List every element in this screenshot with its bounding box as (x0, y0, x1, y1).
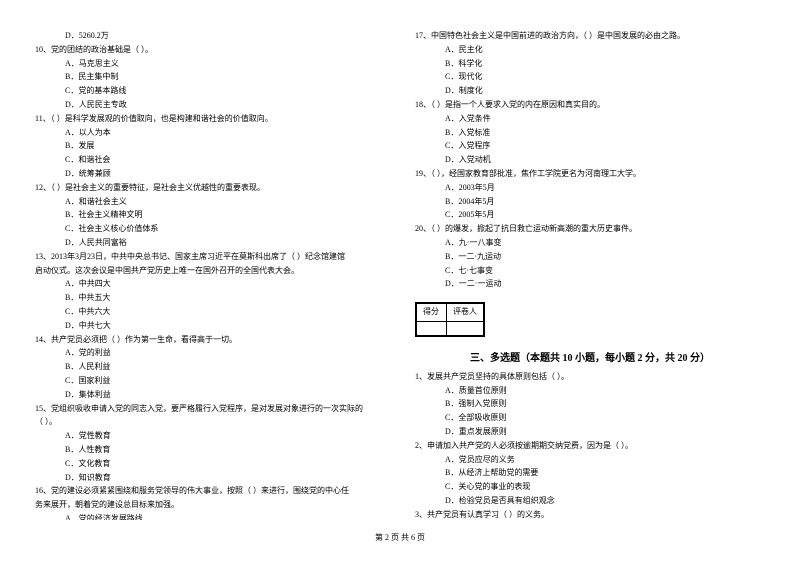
score-cell (417, 321, 447, 335)
score-box: 得分 评卷人 (415, 302, 485, 337)
option-text: B．从经济上帮助党的需要 (415, 467, 765, 480)
option-text: D．重点发展原则 (415, 426, 765, 439)
question-text: 18、（ ）是指一个人要求入党的内在原因和真实目的。 (415, 99, 765, 112)
option-text: C．关心党的事业的表现 (415, 481, 765, 494)
option-text: A．和谐社会主义 (35, 196, 385, 209)
option-text: C．2005年5月 (415, 209, 765, 222)
question-text: 15、党组织吸收申请入党的同志入党，要严格履行入党程序，是对发展对象进行的一次实… (35, 403, 385, 416)
option-text: B．科学化 (415, 58, 765, 71)
score-header: 得分 (417, 304, 447, 322)
page-footer: 第 2 页 共 6 页 (35, 532, 765, 545)
option-text: A．2003年5月 (415, 182, 765, 195)
option-text: C．中共六大 (35, 306, 385, 319)
option-text: B．入党标准 (415, 127, 765, 140)
option-text: D．人民共同富裕 (35, 237, 385, 250)
grader-cell (447, 321, 484, 335)
option-text: D．5260.2万 (35, 30, 385, 43)
option-text: D．检验党员是否具有组织观念 (415, 495, 765, 508)
option-text: B．发展 (35, 140, 385, 153)
option-text: B．民主集中制 (35, 71, 385, 84)
option-text: D．集体利益 (35, 389, 385, 402)
question-text: 10、党的团结的政治基础是（ ）。 (35, 44, 385, 57)
question-text: 20、（ ）的爆发，掀起了抗日救亡运动新高潮的重大历史事件。 (415, 223, 765, 236)
option-text: B．人民利益 (35, 361, 385, 374)
option-text: A．党的经济发展路线 (35, 513, 385, 520)
option-text: D．一二·一运动 (415, 278, 765, 291)
option-text: B．社会主义精神文明 (35, 209, 385, 222)
question-text: 2、申请加入共产党的人必须按逾期期交纳党费，因为是（ ）。 (415, 440, 765, 453)
left-column: D．5260.2万 10、党的团结的政治基础是（ ）。 A．马克思主义 B．民主… (35, 30, 385, 520)
option-text: A．马克思主义 (35, 58, 385, 71)
right-column: 17、中国特色社会主义是中国前进的政治方向，（ ）是中国发展的必由之路。 A．民… (415, 30, 765, 520)
option-text: A．党员应尽的义务 (415, 454, 765, 467)
option-text: A．九·一八事变 (415, 237, 765, 250)
option-text: B．一二·九运动 (415, 251, 765, 264)
question-text: 12、（ ）是社会主义的重要特征，是社会主义优越性的重要表现。 (35, 182, 385, 195)
option-text: C．现代化 (415, 71, 765, 84)
question-text: 17、中国特色社会主义是中国前进的政治方向，（ ）是中国发展的必由之路。 (415, 30, 765, 43)
question-text: 11、（ ）是科学发展观的价值取向，也是构建和谐社会的价值取向。 (35, 113, 385, 126)
question-continuation: （ ）。 (35, 416, 385, 429)
option-text: C．全部吸收原则 (415, 412, 765, 425)
option-text: B．2004年5月 (415, 196, 765, 209)
question-text: 1、发展共产党员坚持的具体原则包括（ ）。 (415, 371, 765, 384)
question-continuation: 务来展开，朝着党的建设总目标来加强。 (35, 499, 385, 512)
option-text: A．民主化 (415, 44, 765, 57)
grader-header: 评卷人 (447, 304, 484, 322)
option-text: A．入党条件 (415, 113, 765, 126)
question-continuation: 启动仪式。这次会议是中国共产党历史上唯一在国外召开的全国代表大会。 (35, 265, 385, 278)
option-text: C．和谐社会 (35, 154, 385, 167)
option-text: C．国家利益 (35, 375, 385, 388)
question-text: 3、共产党员有认真学习（ ）的义务。 (415, 509, 765, 520)
option-text: B．人性教育 (35, 444, 385, 457)
option-text: D．统筹兼顾 (35, 168, 385, 181)
option-text: A．以人为本 (35, 127, 385, 140)
option-text: D．制度化 (415, 85, 765, 98)
option-text: A．党的利益 (35, 347, 385, 360)
option-text: D．知识教育 (35, 472, 385, 485)
section-title: 三、多选题（本题共 10 小题，每小题 2 分，共 20 分） (415, 351, 765, 367)
question-text: 14、共产党员必须把（ ）作为第一生命，看得高于一切。 (35, 334, 385, 347)
option-text: D．中共七大 (35, 320, 385, 333)
option-text: A．质量首位原则 (415, 385, 765, 398)
option-text: B．强制入党原则 (415, 398, 765, 411)
option-text: C．文化教育 (35, 458, 385, 471)
question-text: 19、（ ），经国家教育部批准，焦作工学院更名为河南理工大学。 (415, 168, 765, 181)
option-text: A．党性教育 (35, 430, 385, 443)
option-text: A．中共四大 (35, 278, 385, 291)
option-text: B．中共五大 (35, 292, 385, 305)
option-text: C．七·七事变 (415, 265, 765, 278)
option-text: C．入党程序 (415, 140, 765, 153)
option-text: D．人民民主专政 (35, 99, 385, 112)
score-table-section: 得分 评卷人 三、多选题（本题共 10 小题，每小题 2 分，共 20 分） (415, 292, 765, 367)
option-text: C．党的基本路线 (35, 85, 385, 98)
question-text: 13、2013年3月23日，中共中央总书记、国家主席习近平在莫斯科出席了（ ）纪… (35, 251, 385, 264)
option-text: C．社会主义核心价值体系 (35, 223, 385, 236)
option-text: D．入党动机 (415, 154, 765, 167)
question-text: 16、党的建设必须紧紧围绕和服务党领导的伟大事业，按照（ ）来进行，围绕党的中心… (35, 485, 385, 498)
